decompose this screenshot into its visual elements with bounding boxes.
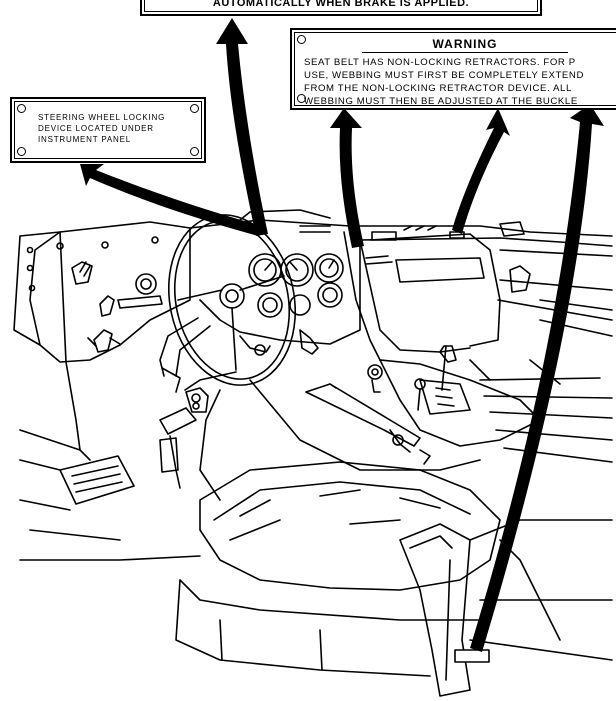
seat-back xyxy=(399,523,471,697)
mounting-hole-icon xyxy=(190,147,199,156)
callout-arrow-icon xyxy=(330,108,364,248)
dash-main xyxy=(189,219,361,345)
callout-arrow-icon xyxy=(216,18,268,236)
steering-lock-line: INSTRUMENT PANEL xyxy=(38,135,131,144)
warning-line: FROM THE NON-LOCKING RETRACTOR DEVICE. A… xyxy=(304,83,572,94)
center-console xyxy=(379,359,541,447)
callout-arrow-icon xyxy=(80,164,262,236)
steering-lock-line: DEVICE LOCATED UNDER xyxy=(38,124,154,133)
seat-cushion xyxy=(199,461,501,591)
mounting-hole-icon xyxy=(17,104,26,113)
callout-arrow-icon xyxy=(470,104,604,652)
dash-left-panel xyxy=(29,221,191,363)
seat-belt-warning-plate: WARNING SEAT BELT HAS NON-LOCKING RETRAC… xyxy=(290,28,616,110)
warning-line: SEAT BELT HAS NON-LOCKING RETRACTORS. FO… xyxy=(304,57,576,68)
steering-lock-plate: STEERING WHEEL LOCKING DEVICE LOCATED UN… xyxy=(10,97,206,163)
mounting-hole-icon xyxy=(190,104,199,113)
mounting-hole-icon xyxy=(297,94,306,103)
mounting-hole-icon xyxy=(297,35,306,44)
callout-arrow-icon xyxy=(452,108,510,234)
warning-line: USE, WEBBING MUST FIRST BE COMPLETELY EX… xyxy=(304,70,584,81)
warning-title: WARNING xyxy=(362,37,568,53)
steering-lock-line: STEERING WHEEL LOCKING xyxy=(38,113,166,122)
brake-notice-text: AUTOMATICALLY WHEN BRAKE IS APPLIED. xyxy=(212,0,470,9)
pedal-plate xyxy=(59,455,135,505)
brake-notice-plate: AUTOMATICALLY WHEN BRAKE IS APPLIED. xyxy=(140,0,542,16)
mounting-hole-icon xyxy=(17,147,26,156)
warning-line: WEBBING MUST THEN BE ADJUSTED AT THE BUC… xyxy=(304,96,578,107)
